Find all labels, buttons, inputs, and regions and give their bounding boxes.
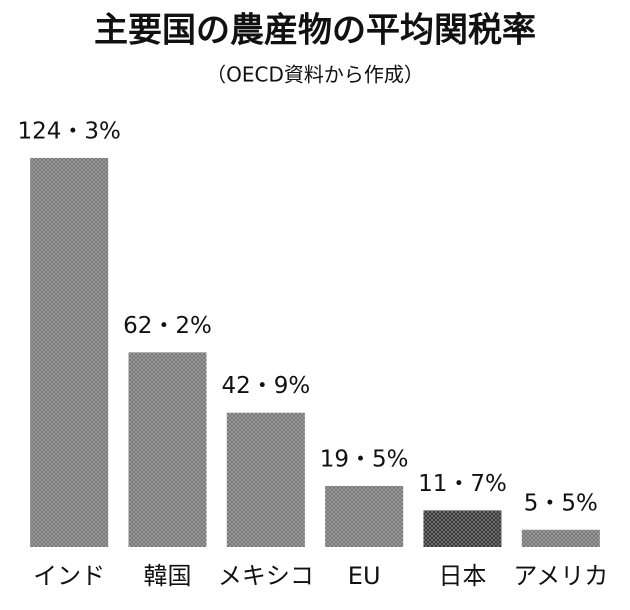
value-label: 5・5% <box>524 490 598 516</box>
x-tick-label: 日本 <box>439 562 487 590</box>
bar-texture <box>325 485 404 547</box>
chart-subtitle: （OECD資料から作成） <box>206 63 424 87</box>
bar-texture <box>226 412 305 547</box>
bar-texture <box>423 510 502 547</box>
bar-texture <box>128 352 207 547</box>
value-label: 62・2% <box>123 313 212 339</box>
bar-texture <box>30 158 109 547</box>
x-tick-label: メキシコ <box>218 562 314 590</box>
value-label: 11・7% <box>418 471 507 497</box>
bar-texture <box>521 529 600 547</box>
x-tick-label: インド <box>33 562 105 590</box>
x-tick-label: EU <box>348 562 381 590</box>
value-label: 124・3% <box>17 119 120 145</box>
x-tick-label: 韓国 <box>144 562 192 590</box>
value-label: 42・9% <box>221 373 310 399</box>
value-label: 19・5% <box>320 446 409 472</box>
x-tick-label: アメリカ <box>513 562 608 590</box>
chart-title: 主要国の農産物の平均関税率 <box>94 11 536 51</box>
